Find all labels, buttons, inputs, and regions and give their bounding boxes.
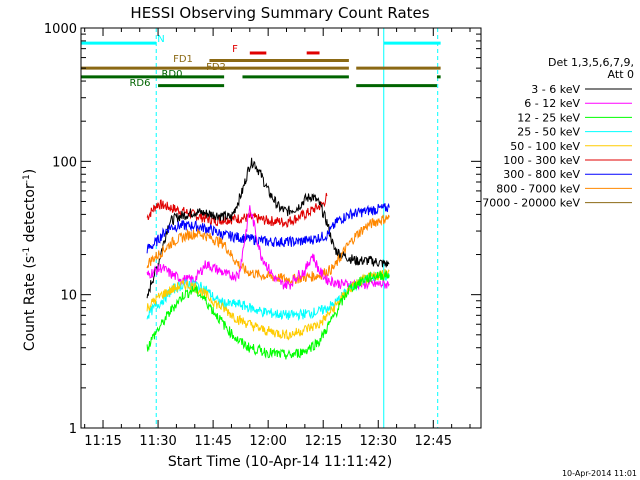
y-tick-label-1: 10	[60, 289, 77, 304]
svg-text:Count Rate (s-1 detector-1): Count Rate (s-1 detector-1)	[22, 169, 38, 351]
y-tick-label-2: 100	[52, 155, 77, 170]
flag-rd6-label: RD6	[129, 78, 150, 89]
series-line-3	[146, 202, 390, 254]
flag-rd0-label: RD0	[161, 69, 182, 80]
legend-header-1: Det 1,3,5,6,7,9,	[548, 56, 634, 69]
legend-label-0: 3 - 6 keV	[531, 83, 580, 96]
legend-header-2: Att 0	[608, 68, 634, 81]
legend-label-3: 25 - 50 keV	[517, 126, 580, 139]
series-line-5	[146, 205, 390, 291]
ylabel-part-mid: detector	[22, 183, 38, 247]
x-axis-label: Start Time (10-Apr-14 11:11:42)	[168, 454, 392, 470]
y-axis-label: Count Rate (s-1 detector-1)	[22, 169, 38, 351]
legend-label-7: 800 - 7000 keV	[496, 182, 580, 195]
x-tick-label-1: 11:30	[139, 434, 176, 449]
legend-label-4: 50 - 100 keV	[510, 140, 580, 153]
flag-fd1-label: FD1	[173, 54, 193, 65]
ylabel-part-main: Count Rate (s	[22, 256, 38, 351]
legend-label-6: 300 - 800 keV	[503, 168, 580, 181]
flag-fd2-label: FD2	[206, 62, 226, 73]
y-tick-label-0: 1	[69, 422, 77, 437]
ylabel-sup-2: -1	[22, 174, 32, 183]
plot-frame	[80, 27, 482, 429]
series-line-8	[146, 270, 390, 360]
timestamp-footer: 10-Apr-2014 11:01	[562, 469, 637, 478]
series-line-2	[146, 157, 390, 299]
flag-f-label: F	[232, 44, 238, 55]
ylabel-part-end: )	[22, 169, 38, 174]
series-line-1	[146, 192, 328, 229]
chart-title: HESSI Observing Summary Count Rates	[130, 4, 429, 22]
series-line-7	[146, 268, 390, 341]
legend-label-8: 7000 - 20000 keV	[482, 197, 580, 210]
x-tick-label-6: 12:45	[415, 434, 452, 449]
legend-label-1: 6 - 12 keV	[524, 97, 580, 110]
ylabel-sup-1: -1	[22, 247, 32, 256]
series-line-4	[146, 214, 390, 285]
flag-n-label: N	[157, 34, 164, 45]
legend-label-2: 12 - 25 keV	[517, 111, 580, 124]
x-tick-label-2: 11:45	[194, 434, 231, 449]
y-tick-label-3: 1000	[44, 22, 77, 37]
x-tick-label-4: 12:15	[304, 434, 341, 449]
x-tick-label-5: 12:30	[360, 434, 397, 449]
legend-label-5: 100 - 300 keV	[503, 154, 580, 167]
x-tick-label-3: 12:00	[249, 434, 286, 449]
x-tick-label-0: 11:15	[84, 434, 121, 449]
